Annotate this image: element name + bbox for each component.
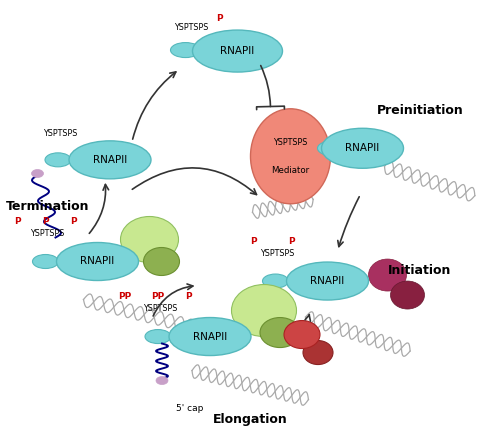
- Ellipse shape: [56, 242, 138, 281]
- Text: P: P: [250, 237, 257, 246]
- Ellipse shape: [69, 141, 151, 179]
- Ellipse shape: [192, 30, 282, 72]
- Text: Mediator: Mediator: [272, 166, 310, 175]
- Text: P: P: [184, 292, 192, 301]
- Text: P: P: [14, 217, 21, 226]
- Ellipse shape: [169, 317, 251, 356]
- Ellipse shape: [32, 254, 58, 269]
- Text: YSPTSPS: YSPTSPS: [274, 138, 308, 147]
- Text: P: P: [70, 217, 77, 226]
- Ellipse shape: [284, 321, 320, 349]
- Ellipse shape: [260, 317, 300, 348]
- Ellipse shape: [170, 43, 200, 58]
- Text: Initiation: Initiation: [388, 264, 452, 278]
- Text: RNAPII: RNAPII: [220, 46, 254, 56]
- Ellipse shape: [250, 109, 330, 204]
- Text: PP: PP: [118, 292, 132, 301]
- Text: YSPTSPS: YSPTSPS: [143, 304, 177, 313]
- Ellipse shape: [303, 341, 333, 365]
- Text: P: P: [216, 14, 223, 23]
- Ellipse shape: [318, 141, 344, 155]
- Ellipse shape: [368, 259, 406, 291]
- Ellipse shape: [286, 262, 368, 300]
- Text: Preinitiation: Preinitiation: [376, 104, 464, 118]
- Text: P: P: [288, 237, 295, 246]
- Ellipse shape: [262, 274, 288, 288]
- Text: RNAPII: RNAPII: [93, 155, 127, 165]
- Ellipse shape: [232, 285, 296, 337]
- Ellipse shape: [390, 281, 424, 309]
- Ellipse shape: [322, 128, 404, 168]
- Text: Termination: Termination: [6, 200, 89, 213]
- Text: YSPTSPS: YSPTSPS: [260, 249, 294, 258]
- Ellipse shape: [144, 247, 180, 275]
- Text: PP: PP: [152, 292, 164, 301]
- Text: Elongation: Elongation: [212, 413, 288, 426]
- Text: YSPTSPS: YSPTSPS: [174, 23, 208, 32]
- Text: RNAPII: RNAPII: [310, 276, 344, 286]
- Text: RNAPII: RNAPII: [193, 332, 227, 341]
- Ellipse shape: [145, 329, 171, 344]
- Text: P: P: [42, 217, 49, 226]
- Text: RNAPII: RNAPII: [346, 143, 380, 153]
- Text: 5' cap: 5' cap: [176, 404, 204, 413]
- Text: RNAPII: RNAPII: [80, 257, 114, 266]
- Ellipse shape: [32, 170, 44, 178]
- Ellipse shape: [45, 153, 71, 167]
- Ellipse shape: [120, 217, 178, 262]
- Text: YSPTSPS: YSPTSPS: [43, 129, 77, 139]
- Ellipse shape: [156, 377, 168, 385]
- Text: YSPTSPS: YSPTSPS: [30, 229, 64, 238]
